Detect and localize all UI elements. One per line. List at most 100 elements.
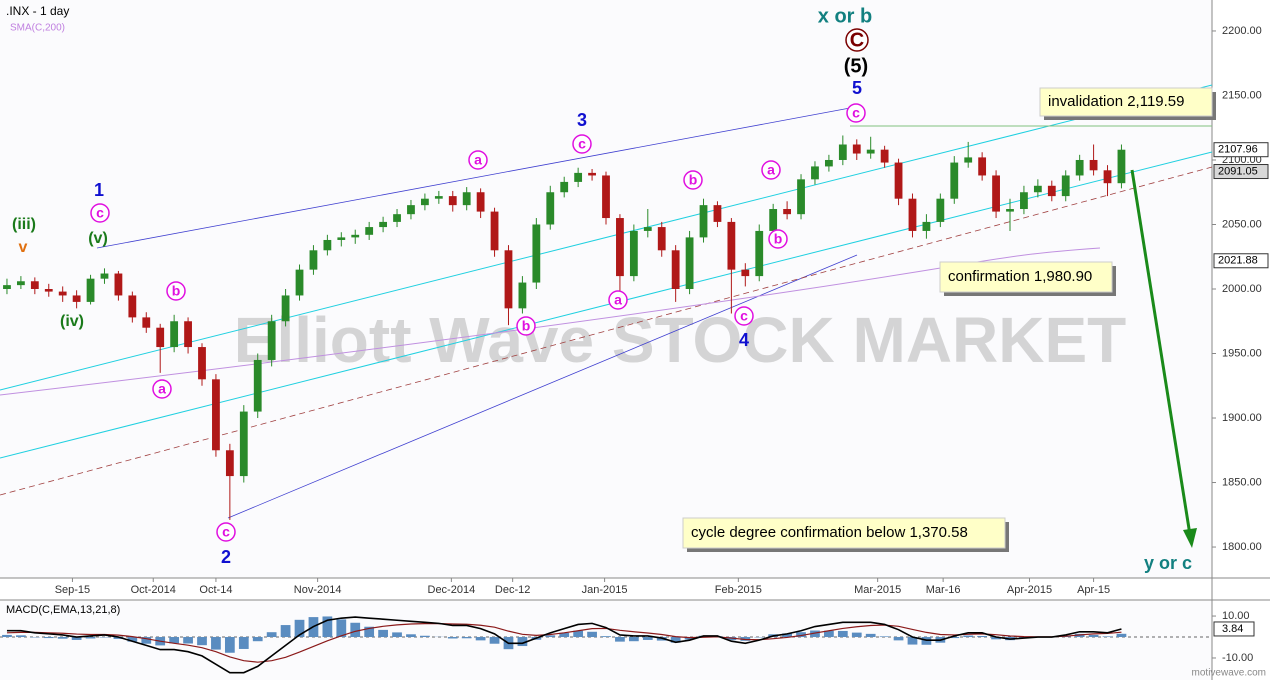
arrow-line bbox=[1130, 169, 1192, 536]
candle-body bbox=[309, 250, 318, 270]
candle-body bbox=[1117, 149, 1126, 184]
histogram-bar bbox=[670, 637, 681, 643]
candle-body bbox=[253, 359, 262, 412]
histogram-bar bbox=[810, 630, 820, 638]
value-box bbox=[1213, 621, 1255, 637]
candle-body bbox=[198, 347, 206, 380]
histogram-bar bbox=[684, 637, 695, 640]
histogram-bar bbox=[113, 637, 124, 639]
histogram-bar bbox=[1088, 634, 1099, 638]
wave-label: v bbox=[19, 239, 28, 256]
histogram-bar bbox=[71, 637, 82, 640]
x-tick-label: Mar-2015 bbox=[854, 584, 901, 596]
candle-body bbox=[922, 221, 931, 231]
x-tick-label: Nov-2014 bbox=[294, 584, 342, 596]
channel-line bbox=[96, 107, 851, 249]
wave-label: C bbox=[850, 29, 864, 51]
note-box bbox=[682, 517, 1006, 549]
histogram-bar bbox=[392, 632, 402, 638]
candle-body bbox=[407, 205, 415, 215]
wave-label: (v) bbox=[88, 230, 108, 247]
candle-body bbox=[643, 227, 652, 231]
wave-label: a bbox=[614, 292, 622, 308]
footer: motivewave.com bbox=[1192, 668, 1266, 679]
histogram-bar bbox=[489, 637, 500, 644]
histogram-bar bbox=[336, 619, 347, 638]
note-box bbox=[1039, 87, 1213, 117]
wave-label: 5 bbox=[852, 78, 862, 98]
candle-body bbox=[365, 227, 374, 235]
candle-body bbox=[1103, 170, 1112, 184]
candle-body bbox=[156, 327, 165, 348]
label-circle bbox=[768, 229, 788, 249]
candle-body bbox=[824, 159, 833, 167]
histogram-bar bbox=[740, 637, 751, 641]
signal-line bbox=[6, 622, 1122, 663]
histogram-bar bbox=[907, 637, 918, 645]
value-box-label: 3.84 bbox=[1222, 623, 1243, 635]
histogram-bar bbox=[211, 637, 221, 650]
histogram-bar bbox=[378, 629, 388, 638]
histogram-bar bbox=[238, 637, 249, 649]
candle-body bbox=[1089, 159, 1098, 171]
histogram-bar bbox=[824, 630, 834, 638]
candle-body bbox=[267, 321, 276, 360]
price-box bbox=[1213, 142, 1269, 158]
candle-body bbox=[114, 273, 123, 296]
candle-body bbox=[978, 157, 987, 176]
histogram-bar bbox=[2, 634, 12, 638]
x-tick-label: Apr-15 bbox=[1077, 584, 1110, 596]
label-circle bbox=[152, 379, 172, 399]
candle-body bbox=[490, 211, 499, 251]
histogram-bar bbox=[1102, 636, 1113, 638]
histogram-bar bbox=[977, 635, 988, 638]
histogram-bar bbox=[559, 632, 570, 638]
histogram-bar bbox=[949, 637, 960, 639]
x-tick-label: Oct-2014 bbox=[131, 584, 176, 596]
candle-body bbox=[86, 278, 95, 302]
candle-body bbox=[671, 250, 680, 289]
histogram-bar bbox=[782, 633, 792, 638]
y-tick-label: 2150.00 bbox=[1222, 89, 1262, 101]
candle-body bbox=[532, 224, 541, 283]
candle-body bbox=[184, 321, 192, 348]
x-tick-label: Mar-16 bbox=[926, 584, 961, 596]
candle-body bbox=[323, 239, 332, 251]
candle-body bbox=[755, 230, 764, 277]
wave-label: 4 bbox=[739, 330, 749, 350]
wave-label: c bbox=[852, 105, 860, 121]
histogram-bar bbox=[127, 637, 138, 642]
price-box-label: 2107.96 bbox=[1218, 144, 1258, 156]
candle-body bbox=[476, 192, 485, 212]
candle-body bbox=[685, 237, 694, 289]
label-circle bbox=[734, 306, 754, 326]
histogram-bar bbox=[141, 637, 152, 644]
histogram-bar bbox=[461, 637, 472, 639]
candle-body bbox=[281, 295, 290, 322]
wave-label: y or c bbox=[1144, 553, 1192, 573]
note-box bbox=[939, 261, 1113, 293]
label-circle bbox=[761, 160, 781, 180]
candle-body bbox=[992, 175, 1000, 212]
label-circle bbox=[608, 290, 628, 310]
candle-body bbox=[894, 162, 903, 199]
label-circle bbox=[572, 134, 592, 154]
histogram-bar bbox=[197, 637, 207, 646]
macd-line bbox=[6, 616, 1122, 674]
price-box bbox=[1213, 164, 1269, 180]
label-circle bbox=[90, 203, 110, 223]
candle-body bbox=[560, 181, 569, 193]
price-box-label: 2091.05 bbox=[1218, 165, 1258, 177]
candle-body bbox=[16, 281, 25, 286]
wave-label: b bbox=[774, 231, 783, 247]
candle-body bbox=[212, 379, 220, 451]
wave-label: c bbox=[96, 205, 104, 221]
channel-line bbox=[0, 84, 1213, 391]
x-tick-label: Feb-2015 bbox=[715, 584, 762, 596]
y-tick-label: 1800.00 bbox=[1222, 541, 1262, 553]
histogram-bar bbox=[573, 630, 584, 638]
candle-body bbox=[420, 198, 429, 206]
wave-label: 3 bbox=[577, 110, 587, 130]
candle-body bbox=[866, 149, 875, 154]
histogram-bar bbox=[224, 637, 235, 653]
